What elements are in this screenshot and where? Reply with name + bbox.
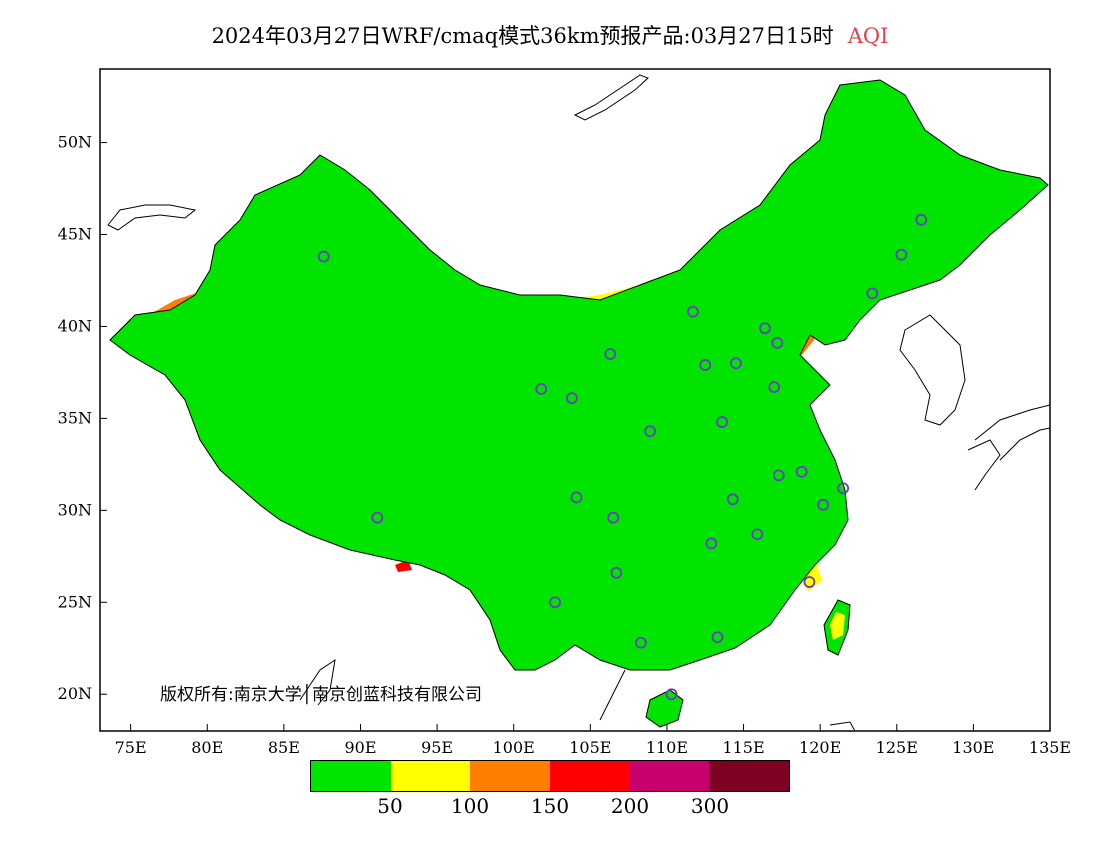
y-tick-label: 30N — [58, 500, 92, 519]
city-marker — [915, 213, 928, 226]
indochina-outline — [299, 658, 856, 731]
legend-tick-label: 200 — [610, 794, 650, 818]
city-marker — [665, 688, 678, 701]
japan-outline — [967, 404, 1050, 491]
map-title: 2024年03月27日WRF/cmaq模式36km预报产品:03月27日15时 A… — [0, 20, 1100, 50]
balkhash-lake — [107, 204, 197, 231]
city-marker — [371, 511, 384, 524]
y-tick-label: 50N — [58, 133, 92, 152]
city-marker — [817, 498, 830, 511]
city-marker — [837, 482, 850, 495]
city-marker — [566, 392, 578, 405]
city-marker — [803, 576, 816, 588]
city-marker — [729, 357, 742, 370]
x-tick-label: 90E — [344, 738, 376, 757]
city-marker — [895, 248, 908, 261]
legend-tick-label: 300 — [690, 794, 730, 818]
title-variable: AQI — [847, 24, 889, 48]
x-tick-label: 130E — [952, 738, 994, 757]
city-marker — [570, 491, 583, 504]
y-tick-label: 45N — [58, 225, 92, 244]
city-marker — [772, 469, 785, 482]
legend-swatch — [311, 761, 391, 791]
map-layer — [107, 74, 1050, 731]
x-tick-label: 105E — [569, 738, 611, 757]
title-main: 2024年03月27日WRF/cmaq模式36km预报产品:03月27日15时 — [211, 24, 834, 48]
city-marker — [535, 383, 548, 395]
city-marker — [634, 636, 647, 649]
city-marker — [751, 528, 764, 541]
map-frame — [99, 68, 1051, 732]
y-tick-label: 25N — [58, 592, 92, 611]
city-marker — [716, 416, 728, 428]
korea-peninsula — [899, 314, 966, 426]
city-marker — [687, 305, 699, 318]
legend-swatch — [550, 761, 630, 791]
city-marker — [317, 250, 330, 263]
mongolia-lake — [573, 74, 649, 121]
zone-taiwan-yellow — [830, 612, 845, 640]
axis-ticks: 75E 80E 85E 90E 95E 100E 105E 110E 115E 120E 125E 1… — [58, 133, 1071, 757]
city-marker — [705, 537, 718, 550]
city-marker — [699, 359, 712, 371]
x-tick-label: 75E — [115, 738, 147, 757]
legend-swatch — [629, 761, 710, 791]
legend-tick-label: 50 — [377, 794, 403, 818]
legend-swatch — [470, 761, 551, 791]
city-marker — [726, 493, 739, 506]
hainan-island — [645, 689, 684, 728]
x-tick-label: 115E — [722, 738, 764, 757]
city-marker — [604, 348, 617, 360]
city-marker — [607, 511, 620, 524]
x-tick-label: 110E — [646, 738, 688, 757]
y-tick-label: 40N — [58, 316, 92, 335]
copyright-text: 版权所有:南京大学│南京创蓝科技有限公司 — [160, 685, 482, 705]
city-marker — [759, 322, 771, 335]
city-marker — [866, 287, 879, 300]
city-marker — [549, 596, 561, 609]
y-tick-label: 35N — [58, 408, 92, 427]
city-marker — [711, 631, 724, 644]
legend-swatch — [390, 761, 471, 791]
y-tick-label: 20N — [58, 684, 92, 703]
legend-tick-label: 100 — [450, 794, 490, 818]
legend-swatch — [709, 761, 790, 791]
city-marker — [644, 425, 656, 438]
city-marker — [771, 337, 784, 349]
x-tick-label: 120E — [799, 738, 841, 757]
legend-tick-label: 150 — [530, 794, 570, 818]
city-marker — [610, 566, 623, 579]
city-marker — [795, 465, 808, 478]
legend-tick-labels: 50 100 150 200 300 — [310, 794, 790, 818]
city-marker — [768, 381, 781, 394]
x-tick-label: 80E — [191, 738, 223, 757]
x-tick-label: 85E — [268, 738, 300, 757]
x-tick-label: 135E — [1029, 738, 1071, 757]
x-tick-label: 100E — [493, 738, 535, 757]
x-tick-label: 125E — [876, 738, 918, 757]
x-tick-label: 95E — [421, 738, 453, 757]
city-markers — [317, 213, 928, 701]
color-legend — [310, 760, 790, 792]
